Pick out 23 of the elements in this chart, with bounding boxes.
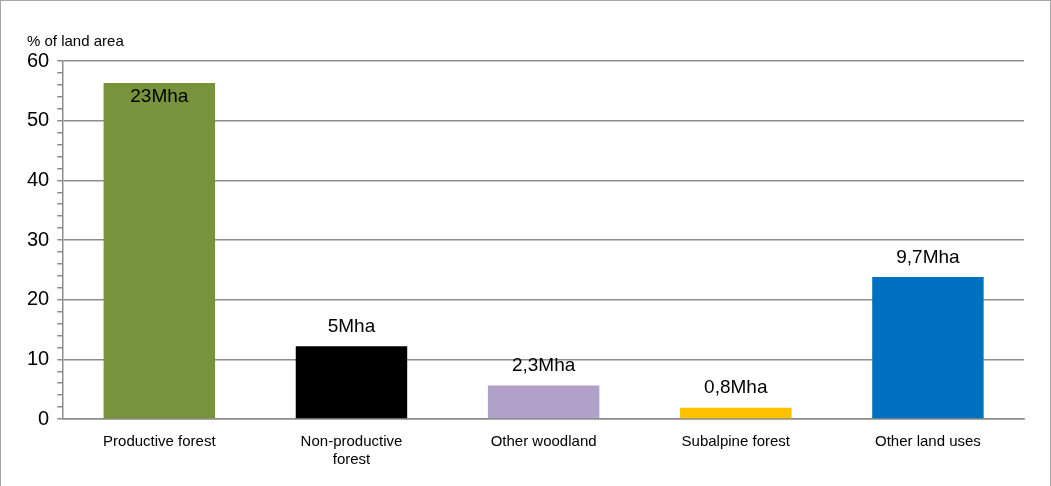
annotation: 0,8Mha xyxy=(704,376,768,398)
x-tick-label: Subalpine forest xyxy=(681,432,791,450)
bar xyxy=(680,407,792,419)
y-tick-label: 10 xyxy=(27,346,50,369)
annotation: 2,3Mha xyxy=(511,354,576,376)
x-tick-label: Productive forest xyxy=(103,432,217,450)
x-tick-label: Other woodland xyxy=(490,432,597,450)
annotation: 5Mha xyxy=(327,314,376,336)
y-tick-label: 20 xyxy=(27,287,50,310)
x-tick-label: Other land uses xyxy=(874,432,981,450)
annotation: 23Mha xyxy=(130,84,189,106)
bar xyxy=(103,83,216,419)
y-tick-label: 30 xyxy=(27,227,50,250)
bar xyxy=(872,276,984,419)
y-tick-label: 40 xyxy=(27,167,50,190)
y-tick-label: 60 xyxy=(27,48,50,71)
y-axis-title: % of land area xyxy=(27,31,125,49)
y-tick-label: 50 xyxy=(27,108,50,131)
y-tick-label: 0 xyxy=(38,406,50,429)
annotation: 9,7Mha xyxy=(896,245,961,267)
x-tick-label: Non-productive forest xyxy=(300,432,403,468)
bar xyxy=(487,385,600,419)
bar xyxy=(295,346,408,419)
